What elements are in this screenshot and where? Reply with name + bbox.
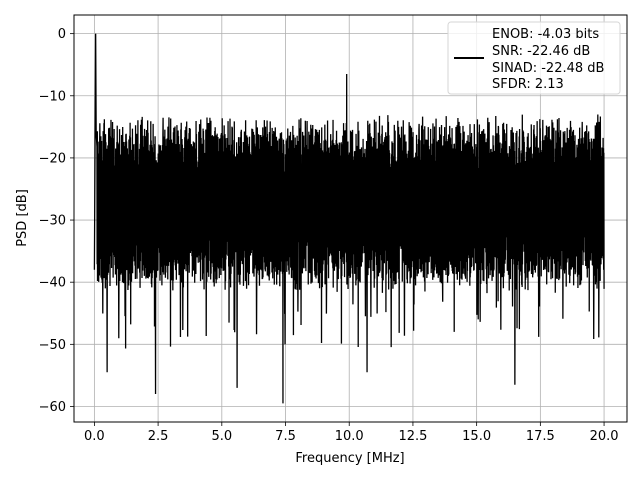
x-tick-label: 7.5	[275, 429, 296, 444]
x-tick-label: 2.5	[148, 429, 169, 444]
x-tick-label: 10.0	[335, 429, 364, 444]
y-tick-label: −50	[39, 338, 66, 353]
y-tick-label: −20	[39, 151, 66, 166]
x-tick-label: 17.5	[526, 429, 555, 444]
legend: ENOB: -4.03 bits SNR: -22.46 dB SINAD: -…	[447, 21, 621, 95]
x-axis-ticks: 0.0 2.5 5.0 7.5 10.0 12.5 15.0 17.5 20.0	[84, 422, 619, 444]
y-axis-ticks: 0 −10 −20 −30 −40 −50 −60	[39, 27, 74, 415]
legend-snr: SNR: -22.46 dB	[492, 44, 590, 59]
x-tick-label: 5.0	[211, 429, 232, 444]
x-tick-label: 20.0	[590, 429, 619, 444]
x-tick-label: 15.0	[462, 429, 491, 444]
y-tick-label: −30	[39, 214, 66, 229]
y-tick-label: −60	[39, 400, 66, 415]
psd-series-line	[93, 33, 605, 404]
plot-frame	[73, 14, 628, 423]
legend-enob: ENOB: -4.03 bits	[492, 27, 599, 42]
y-axis-label: PSD [dB]	[15, 189, 30, 247]
y-tick-label: −10	[39, 89, 66, 104]
legend-box	[447, 21, 621, 95]
x-axis-label: Frequency [MHz]	[295, 451, 404, 466]
y-tick-label: 0	[58, 27, 66, 42]
y-tick-label: −40	[39, 276, 66, 291]
legend-sfdr: SFDR: 2.13	[492, 77, 564, 92]
plot-area	[93, 33, 605, 404]
x-tick-label: 12.5	[398, 429, 427, 444]
legend-sinad: SINAD: -22.48 dB	[492, 61, 604, 76]
x-tick-label: 0.0	[84, 429, 105, 444]
